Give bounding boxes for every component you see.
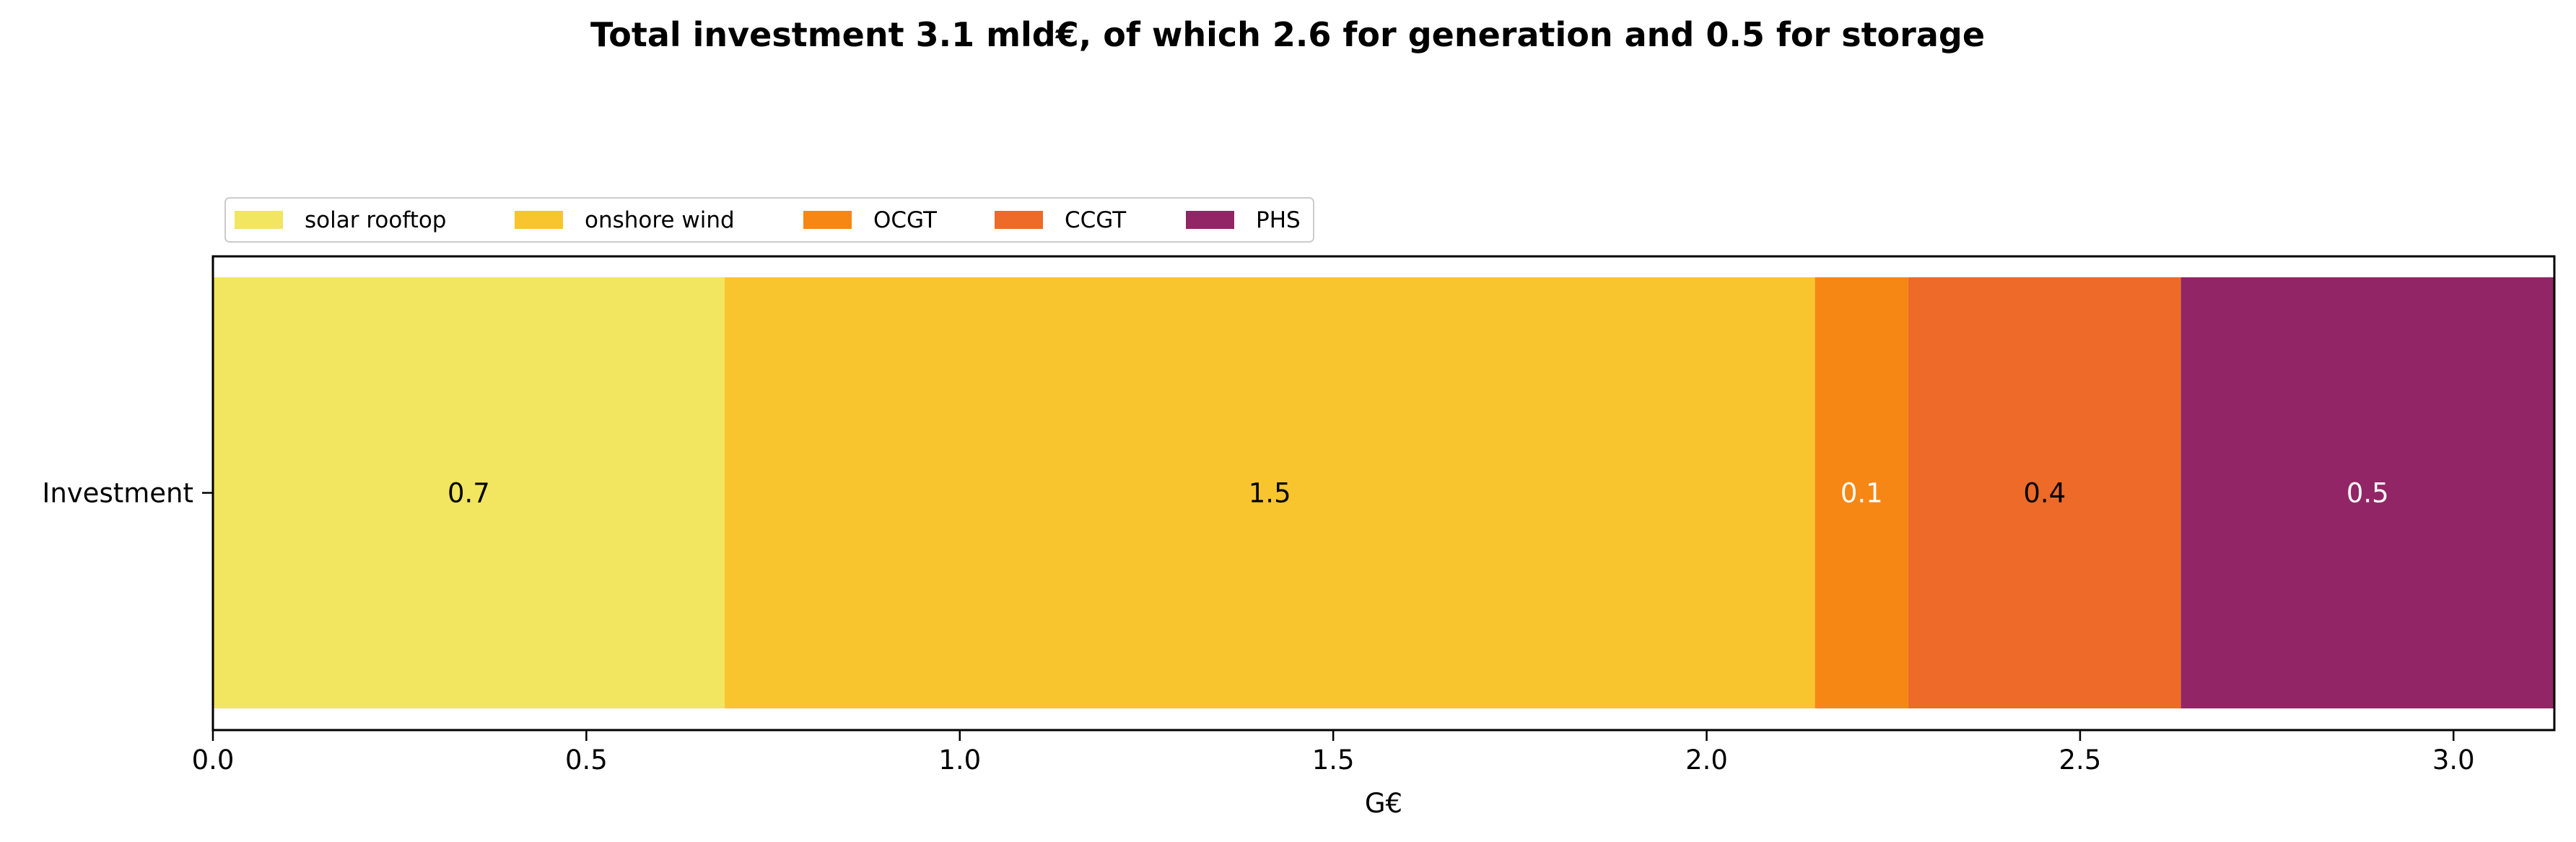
legend-label-ocgt: OCGT — [873, 207, 938, 233]
legend-label-phs: PHS — [1256, 207, 1301, 233]
legend-label-ccgt: CCGT — [1065, 207, 1127, 233]
x-tick-label: 1.5 — [1312, 745, 1355, 776]
data-label-onshore-wind: 1.5 — [1249, 478, 1291, 509]
legend-item-ccgt[interactable]: CCGT — [995, 207, 1127, 233]
x-tick-label: 1.0 — [938, 745, 981, 776]
x-axis: 0.0 0.5 1.0 1.5 2.0 2.5 3.0 — [192, 730, 2475, 776]
legend-swatch-ocgt — [803, 211, 852, 229]
x-tick-label: 0.5 — [565, 745, 608, 776]
legend-swatch-onshore-wind — [515, 211, 563, 229]
legend-item-solar-rooftop[interactable]: solar rooftop — [235, 207, 447, 233]
legend-item-ocgt[interactable]: OCGT — [803, 207, 938, 233]
legend-swatch-solar-rooftop — [235, 211, 283, 229]
y-axis: Investment — [42, 478, 213, 509]
data-label-solar-rooftop: 0.7 — [447, 478, 490, 509]
bar-onshore-wind — [724, 277, 1815, 708]
legend-label-solar-rooftop: solar rooftop — [305, 207, 447, 233]
y-tick-label: Investment — [42, 478, 193, 509]
legend-swatch-ccgt — [995, 211, 1043, 229]
x-tick-label: 0.0 — [192, 745, 235, 776]
x-tick-label: 3.0 — [2432, 745, 2475, 776]
legend-frame — [224, 197, 1314, 243]
x-tick-label: 2.5 — [2059, 745, 2102, 776]
data-label-phs: 0.5 — [2346, 478, 2389, 509]
legend[interactable]: solar rooftop onshore wind OCGT CCGT PHS — [224, 197, 1314, 243]
x-tick-label: 2.0 — [1685, 745, 1728, 776]
legend-item-onshore-wind[interactable]: onshore wind — [515, 207, 735, 233]
legend-item-phs[interactable]: PHS — [1186, 207, 1301, 233]
bar-ccgt — [1908, 277, 2181, 708]
bar-ocgt — [1815, 277, 1908, 708]
legend-label-onshore-wind: onshore wind — [585, 207, 735, 233]
bar-phs — [2180, 277, 2554, 708]
bars-layer — [213, 277, 2554, 708]
x-axis-label: G€ — [1365, 788, 1402, 819]
data-labels-layer: 0.7 1.5 0.1 0.4 0.5 — [447, 478, 2389, 509]
data-label-ocgt: 0.1 — [1841, 478, 1883, 509]
bar-solar-rooftop — [213, 277, 725, 708]
data-label-ccgt: 0.4 — [2023, 478, 2066, 509]
legend-swatch-phs — [1186, 211, 1234, 229]
chart-title: Total investment 3.1 mld€, of which 2.6 … — [590, 15, 1985, 54]
